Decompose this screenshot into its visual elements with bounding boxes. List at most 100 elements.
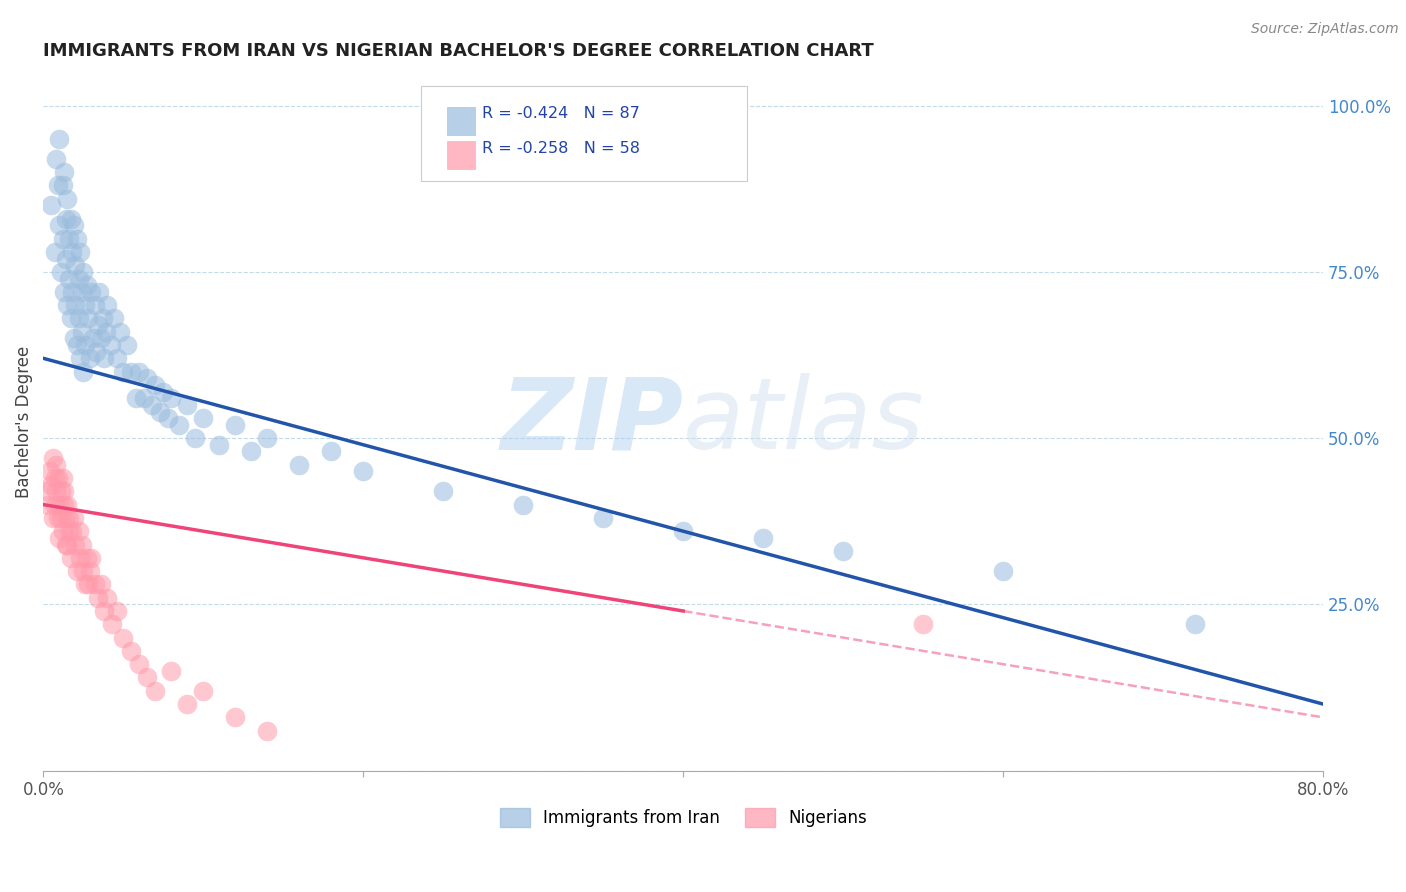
Point: [592, 511, 614, 525]
Point: [55, 252, 77, 266]
Point: [1184, 617, 1206, 632]
Point: [60, 285, 83, 299]
Point: [120, 644, 142, 658]
Point: [80, 285, 103, 299]
FancyBboxPatch shape: [447, 141, 475, 169]
Point: [52, 471, 75, 485]
Point: [160, 664, 183, 678]
Point: [87, 318, 110, 332]
Point: [157, 411, 180, 425]
Point: [112, 365, 135, 379]
Point: [136, 671, 159, 685]
Point: [512, 498, 534, 512]
Point: [96, 298, 118, 312]
Point: [128, 365, 150, 379]
Point: [224, 417, 246, 432]
Point: [108, 325, 131, 339]
Point: [240, 444, 263, 458]
Point: [46, 471, 69, 485]
Point: [152, 384, 174, 399]
Point: [73, 577, 96, 591]
Point: [77, 577, 100, 591]
Point: [62, 219, 84, 233]
Legend: Immigrants from Iran, Nigerians: Immigrants from Iran, Nigerians: [494, 801, 873, 833]
Point: [76, 278, 98, 293]
Point: [96, 591, 118, 605]
Point: [87, 591, 110, 605]
Point: [69, 244, 91, 259]
Point: [70, 285, 93, 299]
Point: [83, 577, 105, 591]
Point: [48, 498, 70, 512]
Text: Source: ZipAtlas.com: Source: ZipAtlas.com: [1251, 22, 1399, 37]
Point: [37, 498, 59, 512]
Point: [112, 631, 135, 645]
Point: [912, 617, 935, 632]
Point: [105, 604, 128, 618]
Point: [82, 331, 104, 345]
Point: [49, 511, 72, 525]
Point: [52, 178, 75, 193]
Point: [52, 524, 75, 539]
Point: [48, 531, 70, 545]
Point: [56, 498, 79, 512]
Point: [993, 564, 1015, 578]
Point: [56, 298, 79, 312]
Point: [93, 604, 115, 618]
Point: [67, 311, 90, 326]
Point: [93, 351, 115, 366]
Point: [145, 378, 167, 392]
Point: [100, 338, 122, 352]
Point: [56, 192, 79, 206]
Point: [288, 458, 311, 472]
Point: [208, 438, 231, 452]
Point: [58, 511, 80, 525]
FancyBboxPatch shape: [447, 107, 475, 136]
Point: [352, 464, 374, 478]
Text: atlas: atlas: [683, 373, 925, 470]
Point: [120, 365, 142, 379]
Point: [45, 152, 67, 166]
Point: [193, 683, 215, 698]
Point: [41, 477, 63, 491]
Point: [44, 244, 66, 259]
Point: [160, 391, 183, 405]
Point: [67, 271, 90, 285]
Point: [44, 471, 66, 485]
Point: [752, 531, 775, 545]
Point: [53, 498, 76, 512]
Point: [55, 211, 77, 226]
Point: [53, 165, 76, 179]
Point: [105, 351, 128, 366]
Point: [46, 178, 69, 193]
Point: [256, 723, 278, 738]
Point: [72, 365, 94, 379]
Point: [42, 511, 65, 525]
Point: [46, 511, 69, 525]
Point: [128, 657, 150, 672]
Point: [38, 464, 60, 478]
Point: [45, 458, 67, 472]
Point: [66, 232, 89, 246]
Point: [193, 411, 215, 425]
Point: [80, 550, 103, 565]
Point: [70, 537, 93, 551]
Text: R = -0.424   N = 87: R = -0.424 N = 87: [482, 106, 640, 121]
Point: [65, 537, 87, 551]
Point: [79, 351, 101, 366]
Point: [66, 564, 89, 578]
Point: [134, 391, 156, 405]
Point: [55, 511, 77, 525]
Point: [62, 331, 84, 345]
Point: [55, 537, 77, 551]
Text: IMMIGRANTS FROM IRAN VS NIGERIAN BACHELOR'S DEGREE CORRELATION CHART: IMMIGRANTS FROM IRAN VS NIGERIAN BACHELO…: [44, 42, 875, 60]
Point: [103, 311, 125, 326]
Point: [72, 265, 94, 279]
Point: [94, 325, 117, 339]
Y-axis label: Bachelor's Degree: Bachelor's Degree: [15, 345, 32, 498]
Point: [115, 338, 138, 352]
Point: [832, 544, 855, 558]
Point: [72, 564, 94, 578]
Point: [62, 511, 84, 525]
Point: [45, 484, 67, 499]
